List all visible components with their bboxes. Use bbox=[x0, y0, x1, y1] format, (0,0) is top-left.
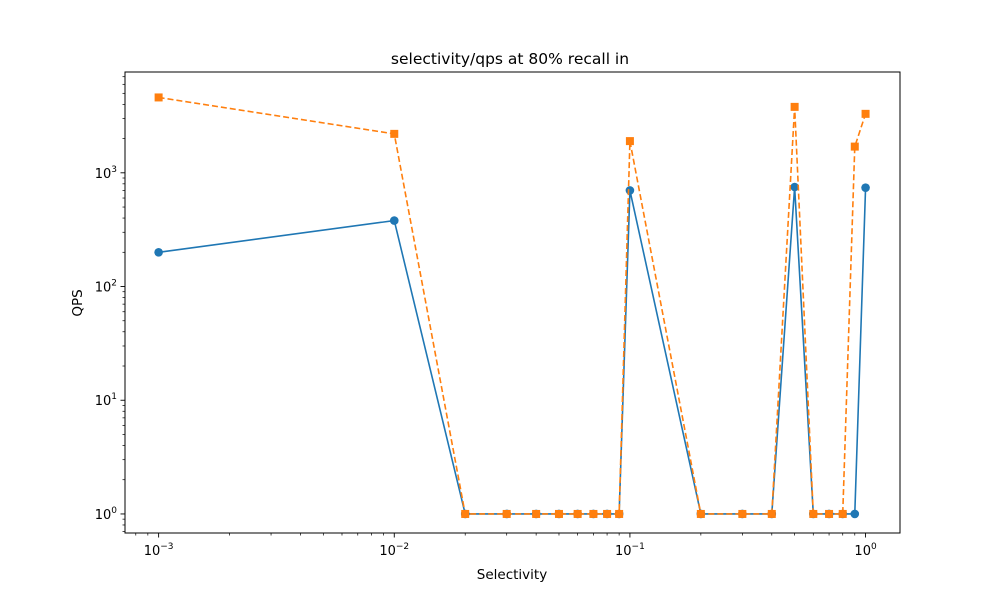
series-layer bbox=[154, 93, 870, 519]
x-tick-label: 10−3 bbox=[144, 542, 174, 559]
series-1-point bbox=[154, 247, 163, 257]
series-1-point bbox=[861, 183, 870, 192]
series-2-point bbox=[554, 509, 563, 518]
series-2-point bbox=[461, 509, 470, 518]
series-2-point bbox=[696, 509, 705, 518]
series-1-point bbox=[790, 182, 799, 192]
series-2-point bbox=[850, 142, 859, 151]
series-2-point bbox=[532, 509, 541, 518]
series-2-point bbox=[390, 129, 399, 138]
x-tick-label: 10−2 bbox=[379, 542, 409, 559]
plot-area-frame bbox=[124, 71, 901, 534]
series-2-point bbox=[767, 509, 776, 518]
series-1-point bbox=[625, 186, 635, 195]
series-2-point bbox=[589, 509, 598, 518]
series-2-point bbox=[154, 93, 163, 102]
series-2-point bbox=[573, 509, 582, 518]
series-1-point bbox=[850, 509, 860, 519]
series-2-point bbox=[790, 102, 799, 111]
axis-ticks: 10−3 10−2 10−1 100 100 101 102 103 bbox=[95, 76, 877, 559]
y-axis-label: QPS bbox=[70, 289, 86, 316]
y-tick-label: 102 bbox=[95, 279, 117, 296]
y-tick-label: 101 bbox=[95, 392, 117, 409]
y-tick-label: 103 bbox=[95, 165, 117, 182]
series-1-point bbox=[389, 216, 399, 225]
y-tick-label: 100 bbox=[95, 506, 118, 523]
series-2-point bbox=[809, 509, 818, 518]
series-2-point bbox=[838, 509, 847, 518]
series-2-point bbox=[615, 509, 624, 518]
series-2-point bbox=[625, 137, 634, 146]
series-2-point bbox=[861, 109, 870, 118]
series-2-point bbox=[502, 509, 511, 518]
series-2-point bbox=[603, 509, 612, 518]
series-2-point bbox=[825, 509, 834, 518]
x-tick-label: 100 bbox=[854, 542, 877, 559]
chart-title: selectivity/qps at 80% recall in bbox=[391, 50, 629, 68]
x-axis-label: Selectivity bbox=[477, 567, 547, 583]
series-2-point bbox=[738, 509, 747, 518]
x-tick-label: 10−1 bbox=[615, 542, 645, 559]
